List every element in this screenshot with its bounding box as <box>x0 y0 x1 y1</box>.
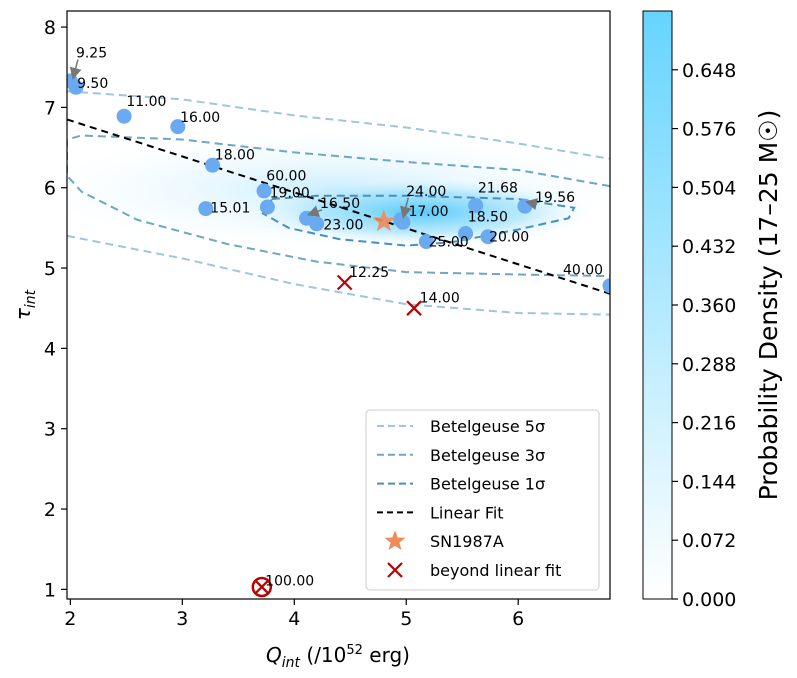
point-label: 40.00 <box>563 262 603 278</box>
contour-3sigma <box>67 134 610 278</box>
data-point <box>480 229 496 245</box>
data-point <box>170 119 186 135</box>
data-point <box>517 198 533 214</box>
colorbar-tick-label: 0.432 <box>682 236 736 258</box>
legend-label: Betelgeuse 3σ <box>430 446 545 465</box>
y-tick-label: 5 <box>44 258 56 280</box>
x-axis: 2 3 4 5 6 <box>64 599 524 630</box>
point-label: 9.25 <box>76 46 107 62</box>
colorbar-tick-label: 0.072 <box>682 530 736 552</box>
data-point <box>309 216 325 232</box>
legend-label: SN1987A <box>430 532 504 551</box>
data-point <box>198 201 214 217</box>
point-label: 17.00 <box>408 204 448 220</box>
legend: Betelgeuse 5σ Betelgeuse 3σ Betelgeuse 1σ L… <box>365 409 600 591</box>
beyond-fit-markers: 12.25 14.00 100.00 <box>251 265 460 598</box>
point-label: 11.00 <box>126 94 166 110</box>
data-point <box>602 278 610 294</box>
point-label: 60.00 <box>266 168 306 184</box>
beyond-fit-label: 12.25 <box>349 265 389 281</box>
data-point <box>205 157 221 173</box>
data-point <box>68 79 84 95</box>
point-label: 21.68 <box>478 181 518 197</box>
legend-label: Betelgeuse 5σ <box>430 417 545 436</box>
point-label: 19.56 <box>535 190 575 206</box>
colorbar-tick-label: 0.360 <box>682 295 736 317</box>
colorbar-label: Probability Density (17–25 M☉) <box>754 110 783 501</box>
point-label: 20.00 <box>489 230 529 246</box>
legend-box <box>365 409 600 591</box>
density-core <box>250 178 590 246</box>
legend-label: Betelgeuse 1σ <box>430 475 545 494</box>
colorbar-tick-label: 0.216 <box>682 413 736 435</box>
colorbar-tick-label: 0.648 <box>682 60 736 82</box>
y-tick-label: 8 <box>44 17 56 39</box>
point-label: 19.00 <box>270 185 310 201</box>
sn1987a-star <box>372 209 396 232</box>
point-label: 18.50 <box>468 209 508 225</box>
y-tick-label: 2 <box>44 499 56 521</box>
beyond-fit-cross <box>254 579 270 595</box>
legend-label: beyond linear fit <box>430 561 561 580</box>
x-axis-label: Qint (/1052 erg) <box>266 643 410 671</box>
colorbar-ticks: 0.000 0.072 0.144 0.216 0.288 0.360 0.432 0.504… <box>672 60 736 611</box>
label-arrow <box>400 197 412 219</box>
data-point <box>116 108 132 124</box>
legend-swatch <box>384 530 406 551</box>
x-tick-label: 2 <box>64 608 76 630</box>
beyond-fit-label: 100.00 <box>265 573 314 589</box>
x-tick-label: 6 <box>512 608 524 630</box>
contours <box>67 90 610 316</box>
data-point <box>468 197 484 213</box>
colorbar-tick-label: 0.504 <box>682 177 736 199</box>
data-point <box>256 183 272 199</box>
x-tick-label: 4 <box>288 608 300 630</box>
contour-5sigma-lower <box>67 234 610 316</box>
beyond-fit-cross <box>336 274 353 291</box>
beyond-fit-cross <box>406 300 422 316</box>
colorbar: 0.000 0.072 0.144 0.216 0.288 0.360 0.432 0.504… <box>642 10 783 611</box>
sn1987a-marker <box>372 209 396 232</box>
x-tick-label: 3 <box>176 608 188 630</box>
data-point <box>418 234 434 250</box>
colorbar-tick-label: 0.000 <box>682 589 736 611</box>
y-tick-label: 1 <box>44 579 56 601</box>
y-tick-label: 7 <box>44 97 56 119</box>
plot-frame <box>66 10 611 600</box>
contour-1sigma <box>261 194 576 247</box>
y-tick-label: 6 <box>44 178 56 200</box>
point-label: 18.00 <box>215 148 255 164</box>
point-label: 15.01 <box>210 201 250 217</box>
beyond-fit-label: 14.00 <box>420 291 460 307</box>
point-label: 16.00 <box>180 110 220 126</box>
point-label: 9.50 <box>77 76 108 92</box>
y-tick-label: 4 <box>44 338 56 360</box>
legend-swatch <box>387 562 403 578</box>
y-tick-label: 3 <box>44 419 56 441</box>
colorbar-tick-label: 0.288 <box>682 354 736 376</box>
y-axis: 1 2 3 4 5 6 7 8 <box>44 17 67 601</box>
density-map <box>67 130 610 250</box>
colorbar-tick-label: 0.144 <box>682 471 736 493</box>
y-axis-label: τint <box>11 289 39 320</box>
point-label: 25.00 <box>429 234 469 250</box>
contour-5sigma-upper <box>67 90 610 160</box>
legend-label: Linear Fit <box>430 503 504 522</box>
point-label: 16.50 <box>320 196 360 212</box>
point-label: 24.00 <box>406 184 446 200</box>
label-arrow <box>69 59 82 80</box>
colorbar-gradient <box>642 10 673 600</box>
data-point <box>458 226 474 242</box>
x-tick-label: 5 <box>400 608 412 630</box>
point-label: 23.00 <box>323 217 363 233</box>
label-arrow <box>524 198 538 210</box>
beyond-fit-circle <box>251 576 273 598</box>
label-arrow <box>306 205 323 217</box>
data-point <box>259 199 275 215</box>
colorbar-tick-label: 0.576 <box>682 119 736 141</box>
